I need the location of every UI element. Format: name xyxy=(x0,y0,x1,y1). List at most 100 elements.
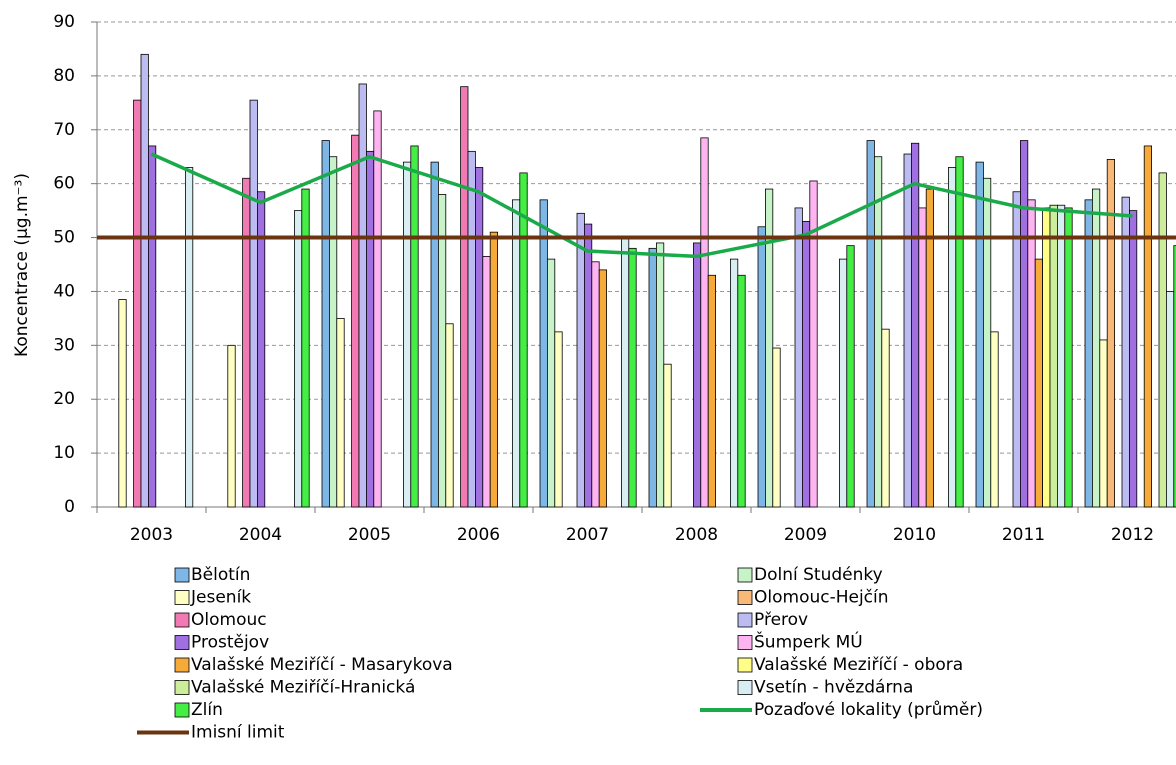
bar xyxy=(430,161,439,508)
bar xyxy=(866,140,875,508)
bar xyxy=(846,245,855,508)
bar xyxy=(547,258,556,508)
bar xyxy=(1027,199,1036,508)
bar xyxy=(911,142,920,508)
legend-label: Přerov xyxy=(754,610,808,630)
bar xyxy=(249,99,258,508)
bar xyxy=(1020,140,1029,508)
bar xyxy=(591,261,600,508)
bar xyxy=(410,145,419,508)
bar xyxy=(467,150,476,508)
x-tick-label: 2008 xyxy=(675,525,718,545)
bar xyxy=(983,177,992,508)
bar xyxy=(118,299,127,508)
bar xyxy=(990,331,999,508)
bar xyxy=(648,247,657,508)
bar xyxy=(1084,199,1093,508)
bar xyxy=(519,172,528,508)
legend-label: Valašské Meziříčí - obora xyxy=(754,655,963,675)
x-tick-label: 2010 xyxy=(893,525,936,545)
legend-swatch xyxy=(174,567,190,583)
y-tick-label: 60 xyxy=(53,174,75,194)
legend-label: Vsetín - hvězdárna xyxy=(754,678,913,698)
bar xyxy=(794,207,803,508)
bar xyxy=(1129,210,1138,508)
bar xyxy=(1166,291,1175,508)
bar xyxy=(628,247,637,508)
bar xyxy=(1143,145,1152,508)
legend-swatch xyxy=(737,567,753,583)
bar xyxy=(839,258,848,508)
bar xyxy=(489,231,499,508)
bar xyxy=(1057,204,1066,508)
bar xyxy=(373,110,382,508)
legend-label: Olomouc xyxy=(191,610,267,630)
bar xyxy=(955,156,964,508)
bar xyxy=(336,317,345,508)
bar xyxy=(147,145,157,508)
average-line xyxy=(150,152,1133,259)
bar xyxy=(621,237,630,508)
bar xyxy=(975,161,984,508)
y-tick-label: 90 xyxy=(53,12,75,32)
y-tick-label: 50 xyxy=(53,228,75,248)
x-tick-label: 2009 xyxy=(784,525,827,545)
bar xyxy=(598,269,608,508)
bar xyxy=(554,331,563,508)
bar xyxy=(474,167,484,508)
bar xyxy=(328,156,338,508)
y-tick-label: 70 xyxy=(53,120,75,140)
bar xyxy=(700,137,709,508)
bar xyxy=(737,274,746,508)
bar xyxy=(757,226,766,508)
legend-label: Dolní Studénky xyxy=(754,565,883,585)
bar xyxy=(133,99,142,508)
bar xyxy=(948,167,957,508)
bar xyxy=(656,242,665,508)
x-tick-label: 2012 xyxy=(1111,525,1154,545)
bar xyxy=(256,191,266,508)
bar xyxy=(925,188,935,508)
bar xyxy=(293,210,303,508)
y-tick-label: 30 xyxy=(53,335,75,355)
legend-label: Bělotín xyxy=(191,565,250,585)
x-tick-label: 2011 xyxy=(1002,525,1045,545)
y-tick-label: 80 xyxy=(53,66,75,86)
y-tick-label: 40 xyxy=(53,281,75,301)
x-tick-label: 2003 xyxy=(130,525,173,545)
bar xyxy=(1099,339,1108,508)
bar xyxy=(227,344,236,508)
bar xyxy=(1049,204,1058,508)
bar xyxy=(903,153,912,508)
bar xyxy=(351,134,360,508)
bar xyxy=(772,347,781,508)
legend-label: Šumperk MÚ xyxy=(754,631,863,653)
bar xyxy=(918,207,927,508)
bar xyxy=(445,323,454,508)
bar xyxy=(1106,159,1115,508)
bar xyxy=(460,86,469,508)
bar xyxy=(874,156,883,508)
bar xyxy=(242,177,251,508)
legend-swatch xyxy=(174,657,190,673)
y-tick-label: 20 xyxy=(53,389,75,409)
bar xyxy=(730,258,739,508)
bar xyxy=(576,212,585,508)
bar xyxy=(881,328,890,508)
bar xyxy=(140,53,149,508)
legend-swatch xyxy=(174,680,190,695)
bar xyxy=(402,161,412,508)
bar xyxy=(437,194,447,508)
bar xyxy=(321,140,330,508)
legend-label: Jeseník xyxy=(190,588,251,608)
bar xyxy=(482,256,491,508)
bar xyxy=(1121,196,1130,508)
bar xyxy=(1158,172,1167,508)
legend-label: Valašské Meziříčí - Masarykova xyxy=(191,655,453,675)
x-tick-label: 2007 xyxy=(566,525,609,545)
x-tick-label: 2004 xyxy=(239,525,282,545)
bar xyxy=(802,220,811,508)
x-tick-label: 2005 xyxy=(348,525,391,545)
legend-swatch xyxy=(737,657,753,673)
